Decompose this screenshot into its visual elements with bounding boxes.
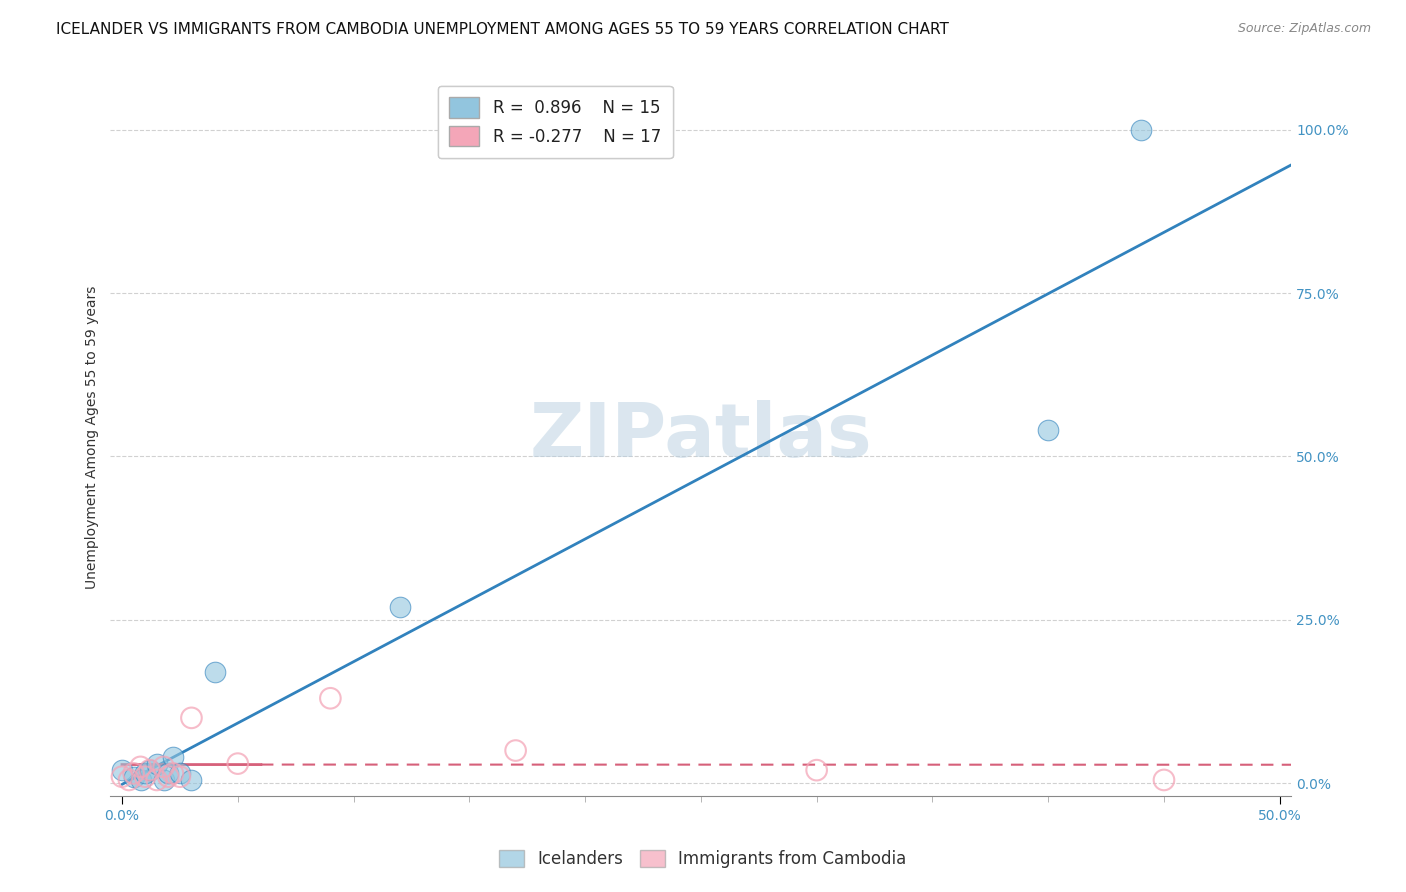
- Point: [1038, 423, 1060, 437]
- Point: [162, 766, 184, 780]
- Point: [157, 766, 180, 780]
- Point: [111, 770, 134, 784]
- Point: [162, 750, 184, 764]
- Legend: R =  0.896    N = 15, R = -0.277    N = 17: R = 0.896 N = 15, R = -0.277 N = 17: [437, 86, 672, 158]
- Point: [111, 763, 134, 777]
- Point: [204, 665, 226, 679]
- Point: [180, 772, 202, 787]
- Point: [134, 770, 156, 784]
- Point: [152, 760, 174, 774]
- Point: [118, 772, 141, 787]
- Text: ICELANDER VS IMMIGRANTS FROM CAMBODIA UNEMPLOYMENT AMONG AGES 55 TO 59 YEARS COR: ICELANDER VS IMMIGRANTS FROM CAMBODIA UN…: [56, 22, 949, 37]
- Point: [388, 599, 411, 614]
- Point: [122, 770, 145, 784]
- Point: [129, 772, 152, 787]
- Point: [134, 766, 156, 780]
- Legend: Icelanders, Immigrants from Cambodia: Icelanders, Immigrants from Cambodia: [492, 843, 914, 875]
- Point: [152, 772, 174, 787]
- Point: [806, 763, 828, 777]
- Text: ZIPatlas: ZIPatlas: [530, 401, 872, 474]
- Point: [122, 766, 145, 780]
- Point: [1153, 772, 1175, 787]
- Point: [145, 772, 167, 787]
- Y-axis label: Unemployment Among Ages 55 to 59 years: Unemployment Among Ages 55 to 59 years: [86, 285, 100, 589]
- Point: [139, 763, 162, 777]
- Point: [157, 770, 180, 784]
- Point: [169, 770, 191, 784]
- Point: [180, 711, 202, 725]
- Point: [1129, 122, 1152, 136]
- Point: [319, 691, 342, 706]
- Point: [169, 766, 191, 780]
- Point: [505, 743, 527, 757]
- Point: [226, 756, 249, 771]
- Point: [129, 760, 152, 774]
- Point: [139, 763, 162, 777]
- Point: [145, 756, 167, 771]
- Text: Source: ZipAtlas.com: Source: ZipAtlas.com: [1237, 22, 1371, 36]
